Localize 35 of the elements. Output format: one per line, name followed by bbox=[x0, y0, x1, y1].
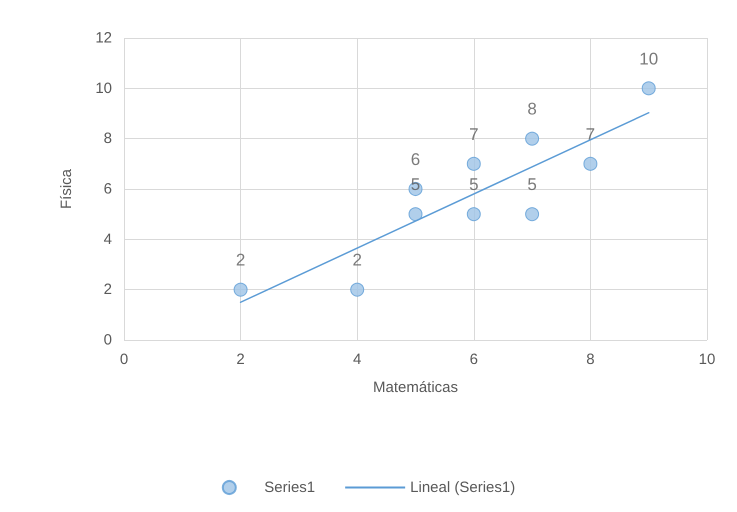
data-label: 6 bbox=[410, 150, 420, 169]
y-tick-label: 0 bbox=[104, 332, 112, 348]
y-tick-label: 2 bbox=[104, 281, 112, 298]
data-label: 7 bbox=[469, 124, 479, 144]
x-tick-label: 0 bbox=[120, 351, 128, 368]
y-tick-label: 8 bbox=[104, 130, 112, 148]
y-axis-title: Física bbox=[58, 168, 75, 210]
y-tick-label: 10 bbox=[95, 80, 112, 97]
y-tick-label: 12 bbox=[95, 30, 112, 46]
x-axis-title: Matemáticas bbox=[372, 379, 458, 396]
data-label: 8 bbox=[527, 100, 537, 119]
legend-label: Series1 bbox=[264, 479, 316, 496]
point bbox=[234, 282, 248, 297]
legend-label: Lineal (Series1) bbox=[410, 479, 516, 496]
data-label: 2 bbox=[352, 250, 362, 270]
data-label: 10 bbox=[639, 49, 658, 68]
data-label: 7 bbox=[586, 124, 596, 144]
point bbox=[350, 282, 364, 297]
point bbox=[466, 207, 481, 222]
x-tick-label: 10 bbox=[698, 351, 716, 368]
point bbox=[466, 156, 481, 171]
y-tick-label: 6 bbox=[104, 180, 112, 198]
point bbox=[642, 81, 656, 96]
x-tick-label: 8 bbox=[586, 351, 595, 368]
point bbox=[408, 207, 422, 222]
point bbox=[525, 132, 540, 146]
data-label: 5 bbox=[469, 175, 479, 194]
data-label: 5 bbox=[527, 175, 537, 194]
x-tick-label: 6 bbox=[470, 351, 478, 368]
point bbox=[525, 207, 540, 222]
y-tick-label: 4 bbox=[104, 230, 112, 248]
data-label: 2 bbox=[236, 250, 246, 270]
x-tick-label: 4 bbox=[353, 351, 362, 368]
x-tick-label: 2 bbox=[236, 351, 245, 368]
point bbox=[583, 156, 598, 171]
